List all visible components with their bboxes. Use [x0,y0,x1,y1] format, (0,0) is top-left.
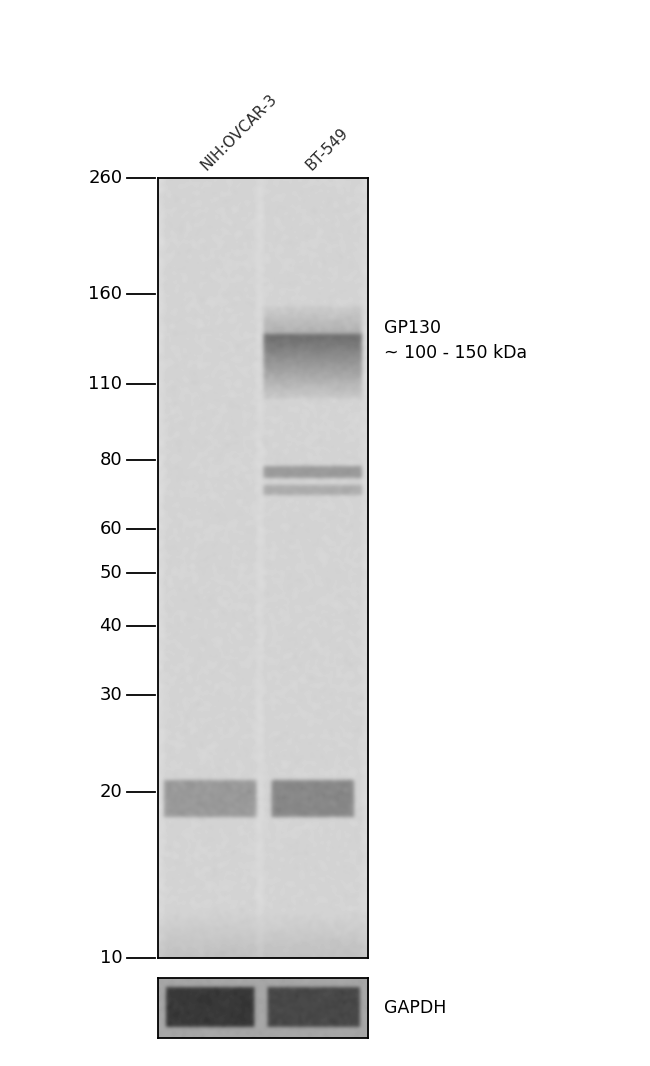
Text: GAPDH: GAPDH [384,999,447,1017]
Text: 10: 10 [99,949,122,967]
Text: NIH:OVCAR-3: NIH:OVCAR-3 [198,91,280,173]
Text: GP130: GP130 [384,320,441,338]
Text: 110: 110 [88,375,122,393]
Text: 80: 80 [99,451,122,469]
Text: 160: 160 [88,286,122,303]
Text: ~ 100 - 150 kDa: ~ 100 - 150 kDa [384,344,527,362]
Text: BT-549: BT-549 [303,125,351,173]
Text: 30: 30 [99,687,122,704]
Text: 20: 20 [99,784,122,801]
Text: 50: 50 [99,564,122,582]
Text: 60: 60 [99,520,122,538]
Text: 260: 260 [88,169,122,187]
Text: 40: 40 [99,617,122,635]
